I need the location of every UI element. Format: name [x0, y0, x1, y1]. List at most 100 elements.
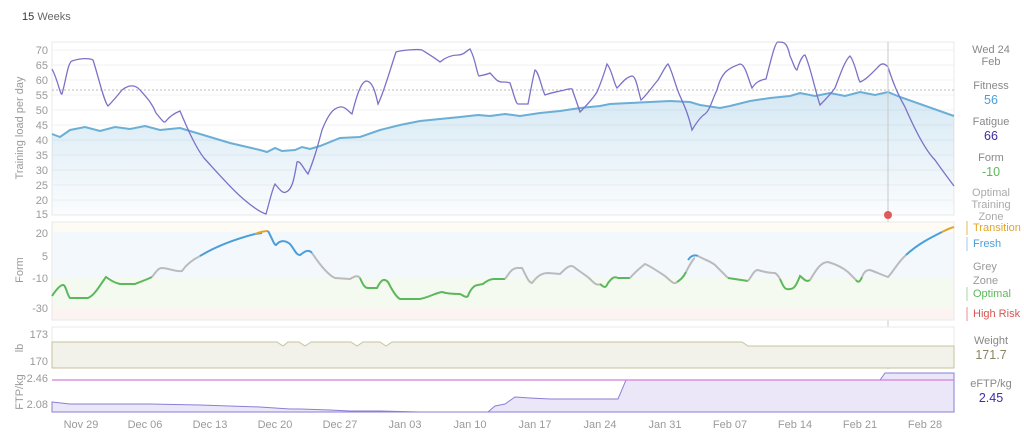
form-label: Form [978, 152, 1004, 164]
form-grey-3 [504, 264, 601, 286]
svg-text:20: 20 [36, 228, 48, 240]
zone-label-2: Training [971, 199, 1011, 211]
eftp-readout: eFTP/kg 2.45 [958, 378, 1024, 404]
weeks-value: 15 [22, 11, 35, 23]
weight-label: Weight [973, 335, 1009, 347]
form-optimal-3 [599, 276, 630, 288]
form-grey-1 [151, 255, 201, 278]
form-optimal-2 [359, 277, 505, 300]
zone-grey: Grey Zone [966, 260, 1024, 288]
zone-high-risk: High Risk [966, 307, 1020, 321]
form-grey-4 [629, 262, 678, 285]
eftp-panel: 2.46 2.08 FTP/kg [14, 369, 955, 413]
zone-readout: Optimal Training Zone [958, 187, 1024, 223]
svg-text:25: 25 [36, 180, 48, 192]
form-optimal-7 [855, 276, 863, 283]
date-day: Wed 24 [972, 44, 1010, 56]
svg-text:Feb 28: Feb 28 [908, 419, 942, 431]
svg-text:Dec 06: Dec 06 [128, 419, 163, 431]
fitness-value: 56 [984, 93, 998, 107]
svg-text:Jan 31: Jan 31 [648, 419, 681, 431]
svg-text:Feb 21: Feb 21 [843, 419, 877, 431]
form-transition-2 [941, 226, 955, 233]
svg-text:170: 170 [30, 356, 48, 368]
svg-text:70: 70 [36, 45, 48, 57]
form-value: -10 [981, 165, 1001, 179]
zone-optimal: Optimal [966, 287, 1011, 301]
svg-text:35: 35 [36, 150, 48, 162]
y-axis-eftp: 2.46 2.08 [27, 373, 48, 411]
svg-text:Jan 17: Jan 17 [518, 419, 551, 431]
weeks-label: Weeks [37, 11, 71, 23]
svg-text:50: 50 [36, 105, 48, 117]
fitness-line [51, 90, 955, 154]
svg-text:45: 45 [36, 120, 48, 132]
fitness-label: Fitness [973, 80, 1009, 92]
fitness-readout: Fitness 56 [958, 80, 1024, 106]
y-label-form: Form [14, 257, 26, 283]
svg-text:55: 55 [36, 90, 48, 102]
zone-label-1: Optimal [972, 187, 1010, 199]
svg-text:173: 173 [30, 329, 48, 341]
svg-text:-10: -10 [32, 273, 48, 285]
form-optimal-6 [779, 274, 811, 291]
eftp-area [51, 372, 955, 413]
y-axis-load: 70 65 60 55 50 45 40 35 30 25 20 15 [36, 45, 48, 221]
svg-text:Feb 07: Feb 07 [713, 419, 747, 431]
y-label-eftp: FTP/kg [14, 374, 26, 409]
svg-text:Dec 13: Dec 13 [193, 419, 228, 431]
form-fresh-2 [267, 230, 313, 257]
svg-text:20: 20 [36, 195, 48, 207]
svg-text:5: 5 [42, 251, 48, 263]
form-optimal-1 [51, 275, 153, 299]
svg-text:Jan 24: Jan 24 [583, 419, 616, 431]
form-optimal-5 [727, 277, 749, 282]
form-readout: Form -10 [958, 152, 1024, 178]
form-grey-2 [311, 252, 361, 281]
svg-text:60: 60 [36, 75, 48, 87]
x-axis: Nov 29 Dec 06 Dec 13 Dec 20 Dec 27 Jan 03 J… [64, 419, 943, 431]
svg-text:-30: -30 [32, 303, 48, 315]
weight-area [51, 341, 955, 369]
form-panel: 20 5 -10 -30 Form [14, 221, 955, 321]
form-grey-9 [861, 254, 907, 279]
y-axis-form: 20 5 -10 -30 [32, 228, 48, 315]
date-month: Feb [981, 56, 1001, 68]
weight-value: 171.7 [975, 348, 1007, 362]
svg-text:15: 15 [36, 209, 48, 221]
svg-text:Nov 29: Nov 29 [64, 419, 99, 431]
fatigue-value: 66 [984, 129, 998, 143]
eftp-label: eFTP/kg [970, 378, 1012, 390]
svg-text:2.46: 2.46 [27, 373, 48, 385]
svg-text:40: 40 [36, 135, 48, 147]
form-fresh-4 [905, 231, 943, 256]
form-fresh-3 [687, 254, 699, 261]
fatigue-line [51, 41, 955, 215]
fatigue-readout: Fatigue 66 [958, 116, 1024, 142]
selected-date: Wed 24 Feb [958, 44, 1024, 68]
form-grey-7 [747, 268, 781, 282]
weight-readout: Weight 171.7 [958, 335, 1024, 361]
y-label-training-load: Training load per day [14, 76, 26, 179]
form-grey-5 [685, 257, 696, 273]
y-label-weight: lb [14, 344, 26, 353]
training-load-panel: 70 65 60 55 50 45 40 35 30 25 20 15 Training loa… [14, 41, 955, 412]
svg-text:Dec 27: Dec 27 [323, 419, 358, 431]
form-optimal-4 [676, 271, 687, 283]
fatigue-label: Fatigue [972, 116, 1010, 128]
svg-text:Jan 03: Jan 03 [388, 419, 421, 431]
svg-text:Feb 14: Feb 14 [778, 419, 812, 431]
form-transition-1 [254, 230, 269, 235]
svg-text:2.08: 2.08 [27, 399, 48, 411]
form-grey-8 [809, 260, 857, 281]
y-axis-weight: 173 170 [30, 329, 48, 368]
marker-dot [884, 211, 892, 219]
fitness-area [52, 92, 954, 215]
svg-text:Dec 20: Dec 20 [258, 419, 293, 431]
form-fresh-1 [199, 232, 263, 257]
svg-text:30: 30 [36, 165, 48, 177]
form-grey-6 [697, 255, 729, 279]
weight-panel: 173 170 lb [14, 326, 955, 369]
range-label[interactable]: 15 Weeks [22, 11, 71, 23]
